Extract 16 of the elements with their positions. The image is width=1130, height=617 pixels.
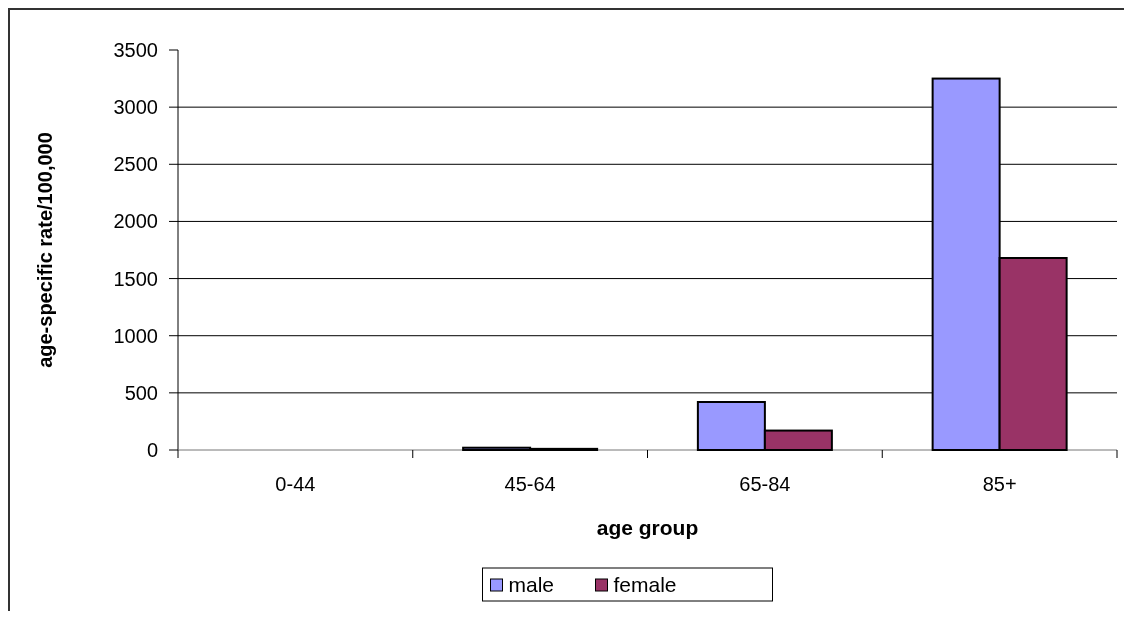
y-tick-label: 1000 <box>113 324 158 347</box>
y-tick-label: 500 <box>124 381 158 404</box>
y-tick-label: 0 <box>146 439 158 461</box>
x-axis-title: age group <box>596 516 699 539</box>
y-axis-title: age-specific rate/100,000 <box>34 132 56 368</box>
legend-label: female <box>613 573 677 597</box>
y-tick-label: 3500 <box>113 39 158 61</box>
y-tick-label: 2500 <box>113 153 158 176</box>
y-tick-label: 1500 <box>113 267 158 290</box>
legend-label: male <box>508 573 555 597</box>
x-tick-label: 45-64 <box>504 473 556 495</box>
x-tick-label: 65-84 <box>739 473 791 495</box>
y-tick-label: 2000 <box>113 210 158 233</box>
x-tick-label: 85+ <box>982 473 1017 495</box>
x-tick-label: 0-44 <box>275 473 316 495</box>
y-tick-label: 3000 <box>113 96 158 119</box>
